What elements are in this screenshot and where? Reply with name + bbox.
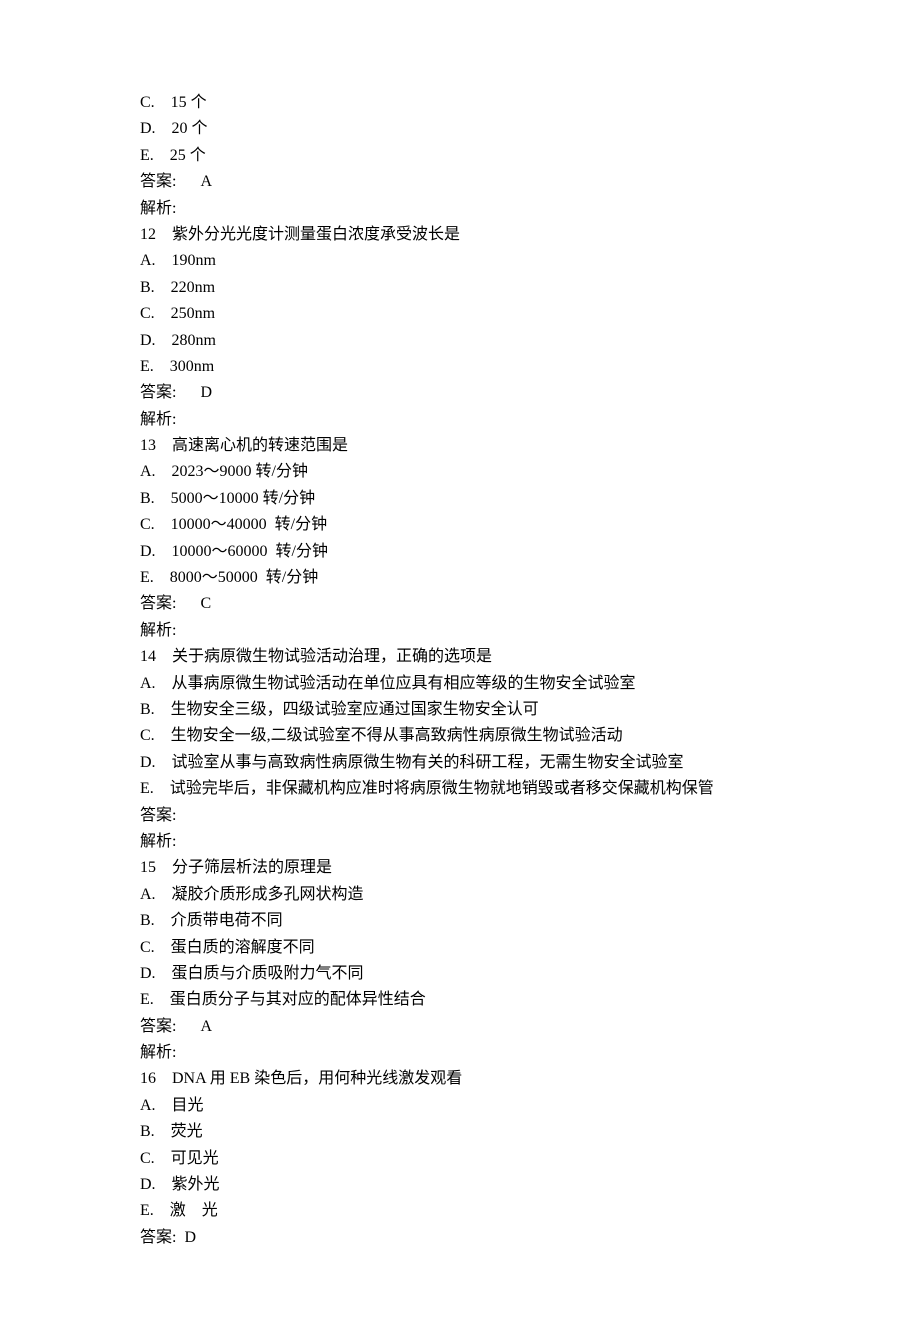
text-line: D. 蛋白质与介质吸附力气不同	[140, 961, 780, 987]
text-line: D. 10000～60000 转/分钟	[140, 539, 780, 565]
text-line: E. 8000～50000 转/分钟	[140, 565, 780, 591]
question-line: 14 关于病原微生物试验活动治理，正确的选项是	[140, 644, 780, 670]
question-line: 12 紫外分光光度计测量蛋白浓度承受波长是	[140, 222, 780, 248]
text-line: A. 190nm	[140, 248, 780, 274]
text-line: A. 从事病原微生物试验活动在单位应具有相应等级的生物安全试验室	[140, 671, 780, 697]
text-line: B. 介质带电荷不同	[140, 908, 780, 934]
text-line: E. 300nm	[140, 354, 780, 380]
explanation-line: 解析:	[140, 196, 780, 222]
text-line: B. 220nm	[140, 275, 780, 301]
text-line: E. 试验完毕后，非保藏机构应准时将病原微生物就地销毁或者移交保藏机构保管	[140, 776, 780, 802]
text-line: A. 2023～9000 转/分钟	[140, 459, 780, 485]
question-line: 15 分子筛层析法的原理是	[140, 855, 780, 881]
text-line: E. 激 光	[140, 1198, 780, 1224]
question-line: 16 DNA 用 EB 染色后，用何种光线激发观看	[140, 1066, 780, 1092]
text-line: D. 20 个	[140, 116, 780, 142]
answer-line: 答案: D	[140, 1225, 780, 1251]
text-line: C. 10000～40000 转/分钟	[140, 512, 780, 538]
answer-line: 答案: A	[140, 1014, 780, 1040]
answer-line: 答案: A	[140, 169, 780, 195]
text-line: C. 可见光	[140, 1146, 780, 1172]
answer-line: 答案: C	[140, 591, 780, 617]
text-line: C. 15 个	[140, 90, 780, 116]
text-line: D. 试验室从事与高致病性病原微生物有关的科研工程，无需生物安全试验室	[140, 750, 780, 776]
document-page: C. 15 个 D. 20 个 E. 25 个 答案: A 解析: 12 紫外分…	[0, 0, 920, 1341]
text-line: D. 280nm	[140, 328, 780, 354]
text-line: A. 目光	[140, 1093, 780, 1119]
text-line: C. 生物安全一级,二级试验室不得从事高致病性病原微生物试验活动	[140, 723, 780, 749]
text-line: E. 蛋白质分子与其对应的配体异性结合	[140, 987, 780, 1013]
text-line: D. 紫外光	[140, 1172, 780, 1198]
text-line: A. 凝胶介质形成多孔网状构造	[140, 882, 780, 908]
text-line: B. 荧光	[140, 1119, 780, 1145]
answer-line: 答案:	[140, 803, 780, 829]
question-line: 13 高速离心机的转速范围是	[140, 433, 780, 459]
explanation-line: 解析:	[140, 618, 780, 644]
text-line: E. 25 个	[140, 143, 780, 169]
explanation-line: 解析:	[140, 829, 780, 855]
text-line: B. 5000～10000 转/分钟	[140, 486, 780, 512]
explanation-line: 解析:	[140, 407, 780, 433]
text-line: C. 250nm	[140, 301, 780, 327]
text-line: B. 生物安全三级，四级试验室应通过国家生物安全认可	[140, 697, 780, 723]
answer-line: 答案: D	[140, 380, 780, 406]
explanation-line: 解析:	[140, 1040, 780, 1066]
text-line: C. 蛋白质的溶解度不同	[140, 935, 780, 961]
